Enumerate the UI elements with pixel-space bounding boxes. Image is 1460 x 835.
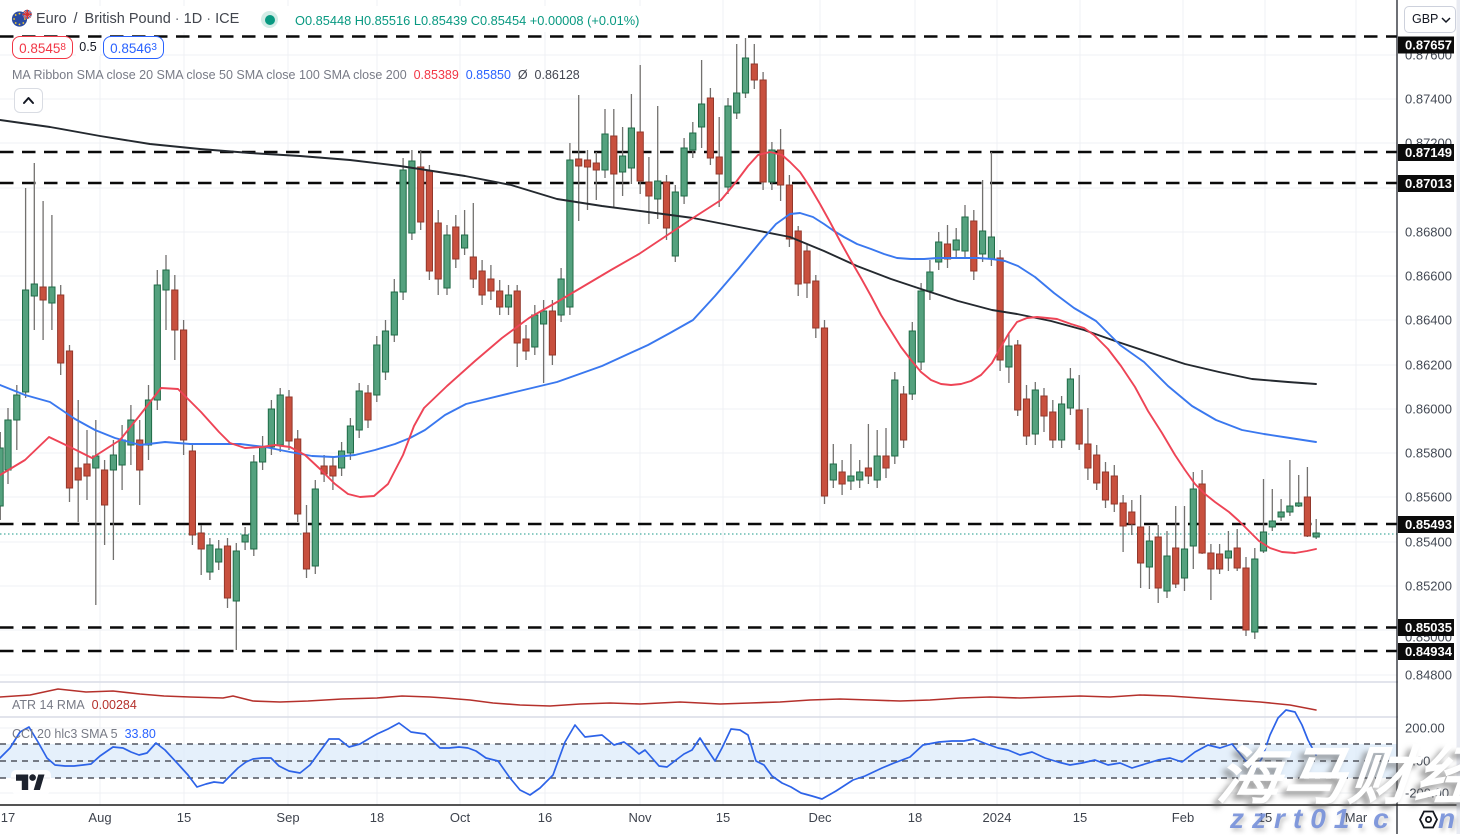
svg-text:Dec: Dec (808, 810, 832, 825)
svg-text:0.85400: 0.85400 (1405, 535, 1452, 550)
svg-text:0.86400: 0.86400 (1405, 313, 1452, 328)
svg-text:Aug: Aug (88, 810, 111, 825)
svg-text:0.86600: 0.86600 (1405, 269, 1452, 284)
svg-text:0.85493: 0.85493 (1405, 517, 1452, 532)
svg-text:17: 17 (1, 810, 15, 825)
svg-text:0.86800: 0.86800 (1405, 225, 1452, 240)
svg-text:0.86000: 0.86000 (1405, 402, 1452, 417)
svg-text:0.87013: 0.87013 (1405, 176, 1452, 191)
svg-text:18: 18 (370, 810, 384, 825)
svg-text:16: 16 (538, 810, 552, 825)
svg-text:Nov: Nov (628, 810, 652, 825)
svg-text:0.85200: 0.85200 (1405, 579, 1452, 594)
svg-text:0.86200: 0.86200 (1405, 358, 1452, 373)
svg-text:Sep: Sep (276, 810, 299, 825)
svg-text:0.85600: 0.85600 (1405, 490, 1452, 505)
svg-text:Feb: Feb (1172, 810, 1194, 825)
svg-text:0.85035: 0.85035 (1405, 620, 1452, 635)
svg-text:0.87149: 0.87149 (1405, 145, 1452, 160)
svg-text:0.84800: 0.84800 (1405, 668, 1452, 683)
svg-text:2024: 2024 (983, 810, 1012, 825)
svg-text:0.87657: 0.87657 (1405, 38, 1452, 53)
svg-text:0.85800: 0.85800 (1405, 446, 1452, 461)
svg-text:15: 15 (177, 810, 191, 825)
svg-text:18: 18 (908, 810, 922, 825)
svg-text:Oct: Oct (450, 810, 471, 825)
svg-text:0.84934: 0.84934 (1405, 644, 1453, 659)
svg-text:0.87400: 0.87400 (1405, 92, 1452, 107)
svg-text:15: 15 (1073, 810, 1087, 825)
svg-text:15: 15 (716, 810, 730, 825)
